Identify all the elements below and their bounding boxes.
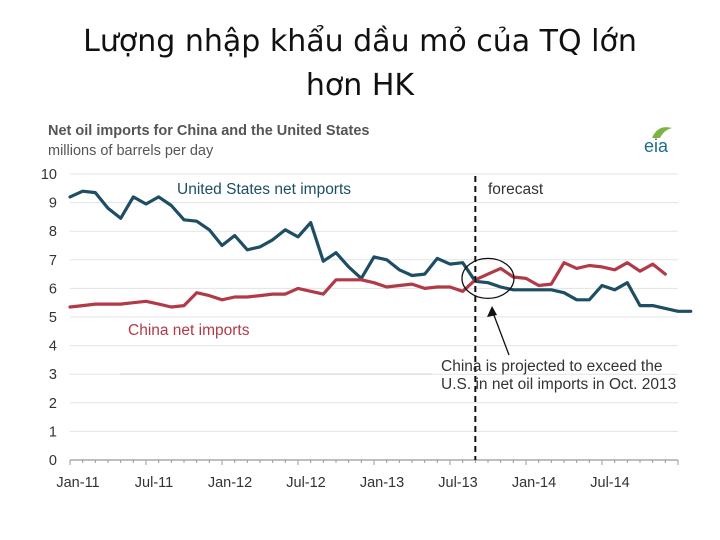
annotation-text-line-1: China is projected to exceed the [441, 358, 662, 375]
slide-title-line-1: Lượng nhập khẩu dầu mỏ của TQ lớn [83, 24, 637, 59]
x-tick-label: Jan-14 [512, 475, 556, 491]
eia-logo-leaf-icon [652, 127, 672, 138]
x-tick-label: Jul-12 [286, 475, 326, 491]
y-tick-label: 2 [49, 396, 57, 412]
x-tick-label: Jan-13 [360, 475, 404, 491]
slide-title: Lượng nhập khẩu dầu mỏ của TQ lớn hơn HK [30, 20, 690, 108]
annotation-text-line-2: U.S. in net oil imports in Oct. 2013 [441, 376, 676, 393]
china-net-imports-line [68, 261, 667, 309]
x-tick-label: Jan-11 [56, 475, 99, 491]
slide-title-line-2: hơn HK [305, 68, 415, 103]
annotation-pointer-line [491, 309, 510, 356]
y-tick-label: 6 [49, 281, 57, 297]
us-series-label: United States net imports [177, 181, 351, 198]
x-tick-label: Jul-14 [590, 475, 630, 491]
china-series-label: China net imports [128, 322, 250, 339]
y-tick-label: 0 [49, 453, 57, 469]
y-tick-label: 9 [49, 196, 57, 212]
crossover-highlight-circle [461, 257, 515, 300]
eia-logo: eia [644, 127, 672, 156]
y-tick-label: 7 [49, 253, 57, 269]
forecast-label: forecast [488, 181, 544, 198]
x-tick-label: Jul-11 [135, 475, 173, 491]
y-tick-label: 1 [49, 424, 57, 440]
y-tick-label: 3 [49, 367, 57, 383]
y-tick-label: 8 [49, 224, 57, 240]
x-tick-label: Jul-13 [438, 475, 478, 491]
y-tick-label: 5 [49, 310, 57, 326]
y-tick-label: 4 [49, 339, 57, 355]
annotation-arrowhead [487, 306, 497, 317]
chart-subtitle: millions of barrels per day [48, 143, 214, 159]
chart-title: Net oil imports for China and the United… [48, 123, 369, 139]
eia-logo-text: eia [644, 136, 669, 156]
x-tick-label: Jan-12 [208, 475, 252, 491]
y-tick-label: 10 [41, 167, 57, 183]
us-net-imports-line [68, 189, 693, 313]
